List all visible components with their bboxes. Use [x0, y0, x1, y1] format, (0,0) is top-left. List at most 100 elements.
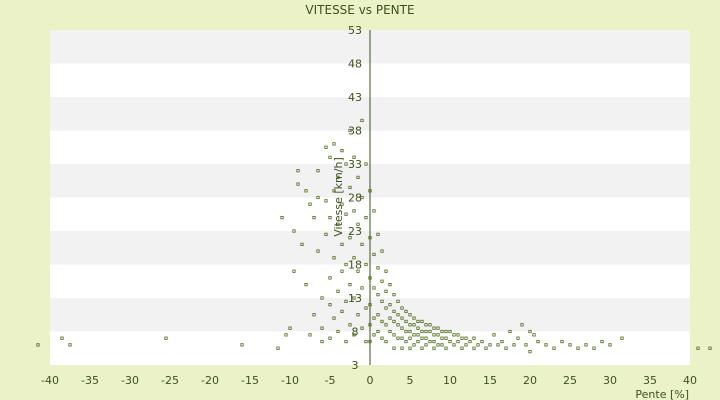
data-point [340, 309, 344, 314]
data-point [424, 336, 428, 340]
data-point [392, 293, 396, 297]
data-point [304, 189, 308, 193]
y-tick-label: 8 [352, 326, 359, 339]
data-point [308, 333, 312, 337]
data-point [392, 346, 396, 350]
data-point [348, 236, 352, 240]
data-point [424, 329, 428, 334]
data-point [316, 195, 320, 200]
data-point [440, 343, 444, 347]
data-point [428, 323, 432, 327]
data-point [360, 242, 364, 246]
x-tick-label: 40 [683, 374, 697, 387]
data-point [400, 346, 404, 350]
data-point [308, 202, 312, 206]
data-point [388, 303, 392, 307]
data-point [708, 346, 712, 350]
data-point [380, 319, 384, 324]
x-tick-label: 30 [603, 374, 617, 387]
data-point [384, 323, 388, 327]
data-point [364, 339, 368, 344]
data-point [384, 339, 388, 344]
data-point [404, 339, 408, 344]
x-tick-label: -25 [161, 374, 179, 387]
data-point [412, 333, 416, 337]
data-point [504, 346, 508, 350]
data-point [500, 339, 504, 344]
data-point [328, 155, 332, 159]
data-point [60, 336, 64, 340]
data-point [324, 199, 328, 203]
data-point [412, 343, 416, 347]
data-point [448, 339, 452, 344]
data-point [340, 269, 344, 273]
data-point [524, 343, 528, 347]
data-point [480, 339, 484, 344]
data-point [384, 289, 388, 293]
x-tick-label: -15 [241, 374, 259, 387]
y-tick-label: 38 [348, 125, 362, 138]
data-point [348, 128, 352, 133]
data-point [340, 202, 344, 206]
data-point [336, 175, 340, 179]
data-point [240, 343, 244, 347]
data-point [340, 242, 344, 246]
data-point [440, 329, 444, 334]
data-point [440, 336, 444, 340]
data-point [468, 339, 472, 344]
data-point [368, 276, 372, 280]
data-point [388, 316, 392, 320]
data-point [368, 189, 372, 193]
data-point [36, 343, 40, 347]
data-point [376, 313, 380, 317]
data-point [392, 333, 396, 337]
x-tick-label: -5 [325, 374, 336, 387]
data-point [396, 336, 400, 340]
data-point [332, 189, 336, 193]
data-point [364, 262, 368, 267]
data-point [324, 145, 328, 149]
data-point [368, 303, 372, 307]
data-point [392, 309, 396, 314]
data-point [344, 162, 348, 166]
data-point [372, 209, 376, 213]
data-point [364, 306, 368, 310]
data-point [620, 336, 624, 340]
data-point [444, 336, 448, 340]
data-point [396, 323, 400, 327]
data-point [340, 148, 344, 153]
y-tick-label: 28 [348, 192, 362, 205]
data-point [352, 296, 356, 300]
data-point [368, 236, 372, 240]
data-point [368, 339, 372, 344]
data-point [516, 336, 520, 340]
x-tick-label: 20 [523, 374, 537, 387]
data-point [328, 303, 332, 307]
data-point [452, 333, 456, 337]
data-point [436, 333, 440, 337]
data-point [432, 339, 436, 344]
data-point [276, 346, 280, 350]
data-point [292, 229, 296, 233]
data-point [288, 326, 292, 330]
data-point [444, 346, 448, 350]
data-point [356, 222, 360, 226]
data-point [376, 266, 380, 270]
data-point [460, 336, 464, 340]
data-point [328, 276, 332, 280]
data-point [432, 346, 436, 350]
data-point [292, 269, 296, 273]
data-point [384, 269, 388, 273]
x-tick-label: 15 [483, 374, 497, 387]
data-point [312, 215, 316, 220]
data-point [452, 343, 456, 347]
data-point [328, 336, 332, 340]
data-point [332, 316, 336, 320]
data-point [336, 222, 340, 226]
data-point [416, 333, 420, 337]
data-point [296, 169, 300, 173]
data-point [392, 319, 396, 324]
data-point [512, 343, 516, 347]
data-point [372, 333, 376, 337]
